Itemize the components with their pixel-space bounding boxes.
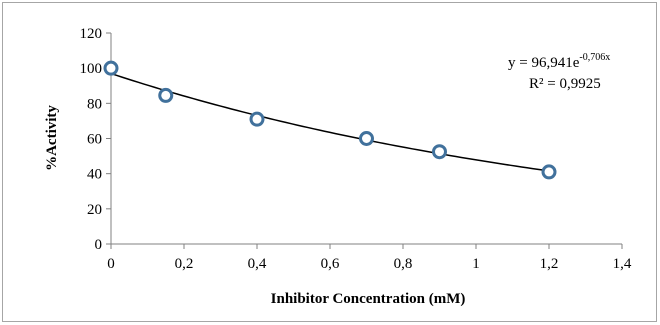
axes: 0 20 40 60 80 100 120 0 0,2 0,4 0,6 0,8 1 1,2 1,4	[80, 26, 632, 272]
r-squared-label: R² = 0,9925	[529, 76, 601, 92]
equation-prefix: y = 96,941e	[508, 55, 580, 71]
y-axis-title: %Activity	[44, 105, 60, 171]
trendline	[110, 72, 550, 172]
y-tick-label: 80	[87, 96, 102, 112]
data-point	[103, 60, 119, 76]
data-point	[432, 144, 447, 160]
x-tick-label: 0	[107, 256, 115, 272]
x-tick-label: 0,2	[175, 256, 194, 272]
data-point	[249, 111, 265, 127]
data-point	[158, 87, 174, 103]
x-tick-label: 0,4	[248, 256, 267, 272]
x-tick-label: 0,8	[394, 256, 413, 272]
x-tick-label: 0,6	[321, 256, 340, 272]
trendline-group	[110, 72, 550, 172]
x-tick-label: 1,2	[540, 256, 559, 272]
x-tick-label: 1	[472, 256, 480, 272]
data-point	[541, 164, 557, 180]
x-tick-label: 1,4	[613, 256, 632, 272]
y-tick-label: 60	[87, 132, 102, 148]
y-tick-label: 40	[87, 167, 102, 183]
data-point	[359, 131, 374, 146]
y-tick-label: 100	[80, 61, 103, 77]
equation-exponent: -0,706x	[579, 52, 610, 63]
y-tick-label: 120	[80, 26, 103, 42]
y-tick-label: 0	[95, 237, 103, 253]
x-axis-title: Inhibitor Concentration (mM)	[271, 291, 466, 307]
trendline-equation: y = 96,941e-0,706x	[508, 52, 610, 71]
y-tick-label: 20	[87, 202, 102, 218]
data-points	[103, 60, 557, 180]
